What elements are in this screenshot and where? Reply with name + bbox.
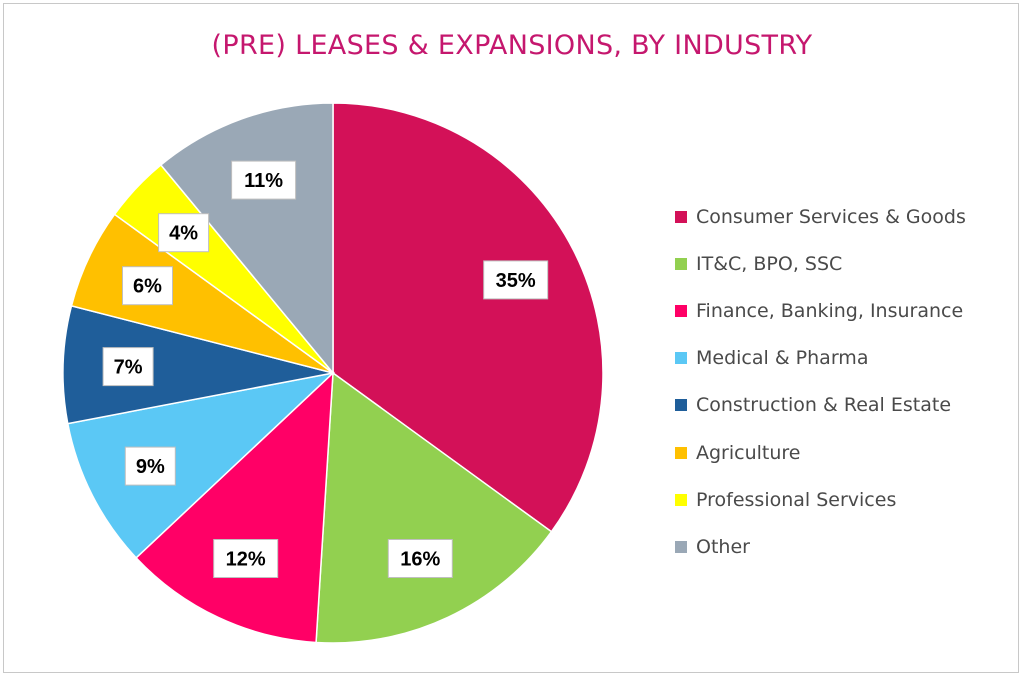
data-label-box — [213, 539, 279, 578]
pie-slice — [332, 102, 604, 533]
legend-item: Agriculture — [675, 429, 966, 476]
legend-swatch — [675, 493, 687, 506]
legend-swatch — [675, 257, 687, 270]
data-label-box — [158, 213, 210, 253]
data-label-box — [231, 160, 297, 200]
legend-swatch — [675, 540, 687, 553]
chart-title: (PRE) LEASES & EXPANSIONS, BY INDUSTRY — [211, 30, 813, 61]
legend-swatch — [675, 399, 687, 412]
data-label-text: 16% — [400, 549, 440, 571]
legend-label: Other — [696, 535, 750, 558]
pie-slice — [135, 371, 334, 644]
data-label: 35% — [483, 260, 549, 300]
data-label-text: 12% — [226, 549, 266, 571]
legend-item: Finance, Banking, Insurance — [675, 287, 966, 334]
legend-label: Medical & Pharma — [696, 347, 869, 370]
data-label-text: 4% — [169, 223, 198, 245]
data-label: 9% — [124, 446, 176, 486]
data-label-box — [387, 539, 453, 578]
data-label: 4% — [158, 213, 210, 253]
chart-legend: Consumer Services & Goods IT&C, BPO, SSC F… — [675, 193, 966, 571]
data-label-box — [102, 347, 154, 387]
legend-swatch — [675, 210, 687, 223]
pie-slice — [315, 371, 553, 644]
data-label: 16% — [387, 539, 453, 578]
legend-item: Consumer Services & Goods — [675, 193, 966, 240]
data-label-text: 9% — [136, 456, 165, 478]
data-label-text: 11% — [244, 170, 283, 192]
legend-item: Other — [675, 523, 966, 570]
data-label-box — [124, 446, 176, 486]
legend-label: Agriculture — [696, 441, 801, 464]
pie-slice — [66, 371, 336, 559]
legend-label: IT&C, BPO, SSC — [696, 252, 843, 275]
legend-label: Finance, Banking, Insurance — [696, 299, 964, 322]
data-label-text: 35% — [496, 270, 536, 292]
data-label: 6% — [122, 266, 173, 306]
data-label-text: 7% — [114, 357, 143, 379]
data-label: 12% — [213, 539, 279, 578]
data-label-box — [122, 266, 173, 306]
data-label-box — [483, 260, 549, 300]
legend-swatch — [675, 304, 687, 317]
legend-label: Professional Services — [696, 488, 897, 511]
legend-item: IT&C, BPO, SSC — [675, 240, 966, 287]
legend-label: Consumer Services & Goods — [696, 205, 966, 228]
legend-item: Construction & Real Estate — [675, 382, 966, 429]
legend-item: Medical & Pharma — [675, 335, 966, 382]
pie-slice — [62, 304, 334, 425]
legend-swatch — [675, 352, 687, 365]
data-label: 11% — [231, 160, 297, 200]
data-label: 7% — [102, 347, 154, 387]
legend-label: Construction & Real Estate — [696, 394, 952, 417]
legend-swatch — [675, 446, 687, 459]
data-label-text: 6% — [133, 276, 162, 298]
legend-item: Professional Services — [675, 476, 966, 523]
